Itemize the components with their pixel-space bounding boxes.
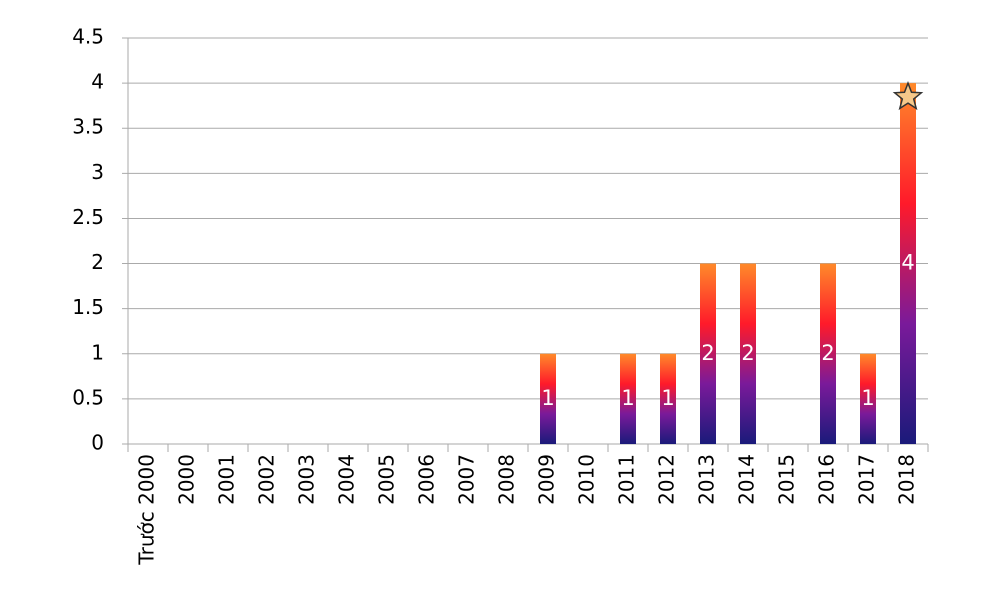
labels: 0 0.5 1 1.5 2 2.5 3 3.5 4 4.5 Trước 2000 2000 2001 20…: [72, 25, 924, 566]
value-label: 1: [621, 386, 634, 410]
x-tick-label: 2017: [855, 454, 879, 505]
bar: [700, 263, 716, 444]
x-tick-label: 2002: [255, 454, 279, 505]
bar: [540, 353, 556, 444]
bar: [660, 353, 676, 444]
x-tick-label: Trước 2000: [135, 454, 159, 566]
x-tick-label: 2016: [815, 454, 839, 505]
x-tick-label: 2007: [455, 454, 479, 505]
x-tick-label: 2001: [215, 454, 239, 505]
y-tick-label: 2.5: [72, 205, 104, 229]
bar: [820, 263, 836, 444]
x-tick-label: 2014: [735, 454, 759, 505]
value-label: 2: [741, 341, 754, 365]
y-tick-label: 1.5: [72, 295, 104, 319]
y-tick-label: 3: [91, 160, 104, 184]
y-tick-label: 2: [91, 250, 104, 274]
x-tick-label: 2006: [415, 454, 439, 505]
x-tick-label: 2010: [575, 454, 599, 505]
y-tick-label: 0.5: [72, 385, 104, 409]
x-tick-label: 2012: [655, 454, 679, 505]
x-tick-label: 2013: [695, 454, 719, 505]
y-tick-label: 4: [91, 70, 104, 94]
x-tick-label: 2003: [295, 454, 319, 505]
x-tick-label: 2005: [375, 454, 399, 505]
bar: [740, 263, 756, 444]
value-label: 2: [701, 341, 714, 365]
x-tick-label: 2004: [335, 454, 359, 505]
x-tick-label: 2018: [895, 454, 919, 505]
grid: [122, 37, 929, 452]
y-tick-label: 1: [91, 340, 104, 364]
value-label: 1: [861, 386, 874, 410]
bar: [900, 83, 916, 444]
x-tick-label: 2015: [775, 454, 799, 505]
y-tick-label: 4.5: [72, 25, 104, 49]
y-tick-label: 0: [91, 431, 104, 455]
star-icon: [892, 80, 924, 111]
bar: [620, 353, 636, 444]
y-tick-label: 3.5: [72, 115, 104, 139]
bars: [540, 83, 916, 444]
x-tick-label: 2000: [175, 454, 199, 505]
value-label: 1: [541, 386, 554, 410]
x-tick-label: 2009: [535, 454, 559, 505]
x-tick-label: 2008: [495, 454, 519, 505]
value-label: 2: [821, 341, 834, 365]
x-tick-label: 2011: [615, 454, 639, 505]
value-label: 1: [661, 386, 674, 410]
bar: [860, 353, 876, 444]
value-label: 4: [901, 251, 914, 275]
